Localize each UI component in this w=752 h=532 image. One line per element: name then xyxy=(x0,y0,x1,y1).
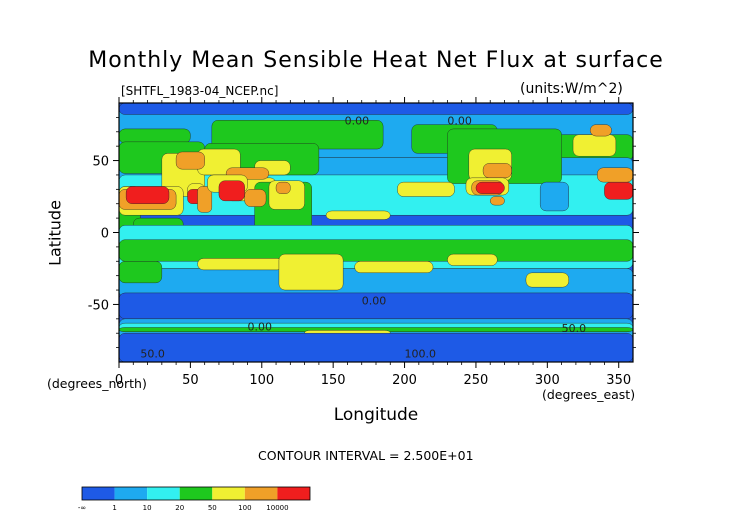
contour-label: 100.0 xyxy=(405,348,437,361)
colorbar-label: 50 xyxy=(208,504,217,512)
chart-title: Monthly Mean Sensible Heat Net Flux at s… xyxy=(88,48,664,73)
x-axis-label: Longitude xyxy=(333,405,419,425)
flux-region xyxy=(119,333,633,362)
flux-region xyxy=(119,103,633,115)
colorbar-swatch xyxy=(114,487,148,500)
flux-region xyxy=(278,253,344,291)
flux-region xyxy=(597,167,633,183)
x-axis-unit-label: (degrees_east) xyxy=(542,387,636,402)
contour-label: 0.00 xyxy=(362,294,387,307)
flux-region xyxy=(244,189,267,207)
colorbar-label: -∞ xyxy=(78,504,86,512)
x-tick-label: 50 xyxy=(182,373,199,388)
colorbar-label: 100 xyxy=(238,504,251,512)
contour-interval-label: CONTOUR INTERVAL = 2.500E+01 xyxy=(258,448,474,463)
colorbar-label: 20 xyxy=(175,504,184,512)
contour-label: 50.0 xyxy=(562,322,587,335)
flux-region xyxy=(525,272,569,288)
flux-region xyxy=(539,181,569,212)
y-axis-unit-label: (degrees_north) xyxy=(47,376,147,391)
colorbar-swatch xyxy=(277,487,310,500)
y-tick-label: -50 xyxy=(88,298,109,313)
contour-label: 50.0 xyxy=(140,348,165,361)
flux-region xyxy=(197,186,213,213)
colorbar-swatch xyxy=(179,487,213,500)
flux-region xyxy=(589,124,612,137)
x-tick-label: 100 xyxy=(249,373,274,388)
contour-label: 0.00 xyxy=(447,115,472,128)
colorbar-frame xyxy=(81,486,311,501)
flux-region xyxy=(325,210,391,220)
contour-label: 0.00 xyxy=(248,320,273,333)
flux-region xyxy=(490,196,505,206)
y-tick-label: 50 xyxy=(92,155,109,170)
flux-region xyxy=(197,258,284,271)
x-tick-label: 300 xyxy=(535,373,560,388)
flux-region xyxy=(175,151,205,170)
plot-area: 0.00 0.00 0.00 50.0 50.0 100.0 0.00 xyxy=(119,103,633,362)
flux-region xyxy=(119,239,633,262)
colorbar-label: 10000 xyxy=(266,504,288,512)
file-name: [SHTFL_1983-04_NCEP.nc] xyxy=(121,84,279,98)
x-tick-label: 150 xyxy=(321,373,346,388)
units-label: (units:W/m^2) xyxy=(520,81,623,97)
x-tick-label: 200 xyxy=(392,373,417,388)
contour-label: 0.00 xyxy=(345,115,370,128)
flux-region xyxy=(119,261,163,284)
colorbar-label: 1 xyxy=(112,504,116,512)
colorbar-label: 10 xyxy=(143,504,152,512)
x-tick-label: 250 xyxy=(464,373,489,388)
flux-region xyxy=(125,186,170,204)
flux-region xyxy=(275,181,291,194)
flux-region xyxy=(119,128,191,144)
flux-region xyxy=(354,261,434,273)
y-tick-label: 0 xyxy=(101,227,109,242)
flux-region xyxy=(604,181,633,200)
colorbar-swatch xyxy=(82,487,115,500)
colorbar-swatch xyxy=(244,487,278,500)
colorbar-swatch xyxy=(147,487,180,500)
flux-region xyxy=(447,253,498,266)
flux-region xyxy=(218,180,245,202)
x-tick-label: 350 xyxy=(606,373,631,388)
flux-region xyxy=(482,163,512,179)
colorbar-swatch xyxy=(212,487,245,500)
x-tick-label: 0 xyxy=(115,373,123,388)
flux-region xyxy=(572,134,617,157)
flux-region xyxy=(397,181,455,197)
flux-region xyxy=(475,181,505,194)
